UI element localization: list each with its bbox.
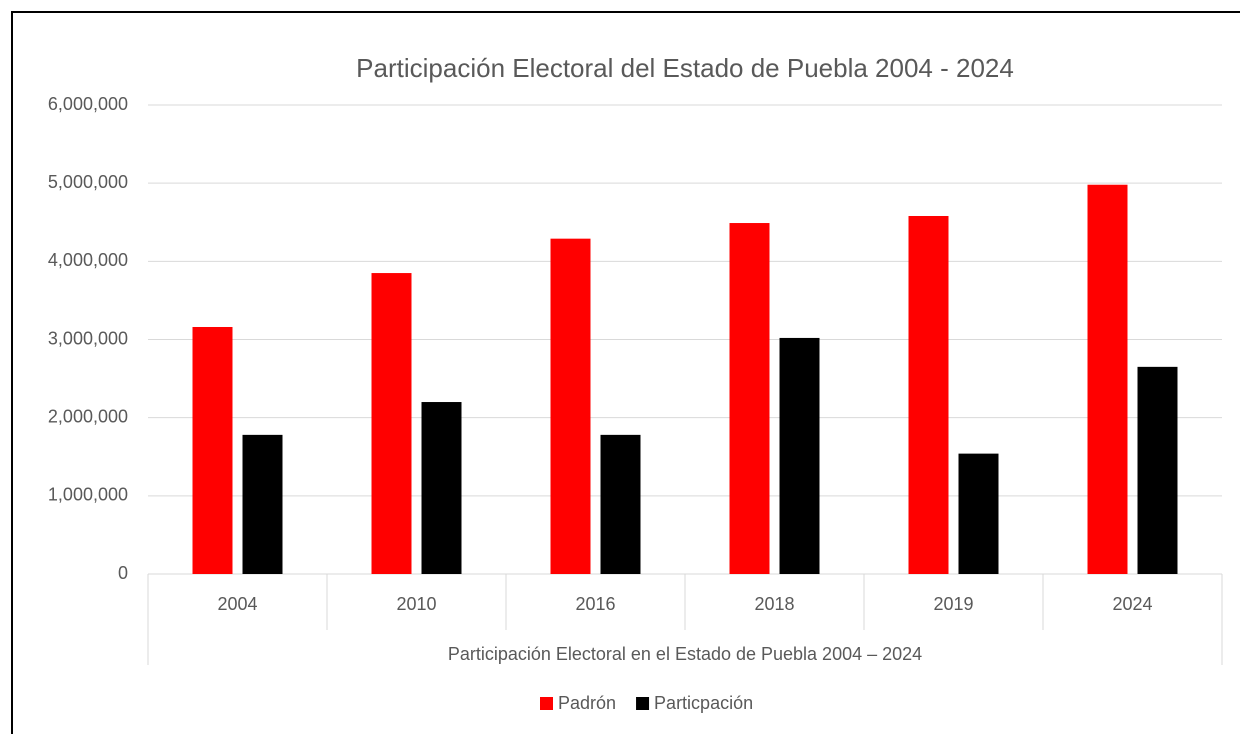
x-tick-label: 2019: [933, 594, 973, 614]
y-tick-label: 3,000,000: [48, 328, 128, 348]
x-group-label: Participación Electoral en el Estado de …: [448, 644, 922, 664]
x-tick-label: 2004: [217, 594, 257, 614]
legend-label: Particpación: [654, 693, 753, 713]
bar: [242, 434, 283, 574]
bar: [421, 402, 462, 574]
bar: [371, 273, 412, 574]
y-tick-label: 2,000,000: [48, 406, 128, 426]
bar: [1087, 184, 1128, 575]
y-tick-label: 0: [118, 563, 128, 583]
y-tick-label: 4,000,000: [48, 250, 128, 270]
x-tick-label: 2018: [754, 594, 794, 614]
x-tick-label: 2010: [396, 594, 436, 614]
x-tick-label: 2016: [575, 594, 615, 614]
legend-swatch: [636, 697, 650, 710]
legend-swatch: [540, 697, 553, 710]
bar: [958, 453, 999, 574]
bar: [192, 326, 233, 574]
bar: [550, 238, 591, 575]
y-tick-label: 6,000,000: [48, 94, 128, 114]
bar: [600, 434, 641, 574]
bar: [729, 223, 770, 574]
x-tick-label: 2024: [1112, 594, 1152, 614]
bar: [779, 337, 820, 574]
bar: [1137, 366, 1178, 574]
y-tick-label: 1,000,000: [48, 485, 128, 505]
y-tick-label: 5,000,000: [48, 172, 128, 192]
bar: [908, 215, 949, 574]
legend-label: Padrón: [558, 693, 616, 713]
chart-title: Participación Electoral del Estado de Pu…: [356, 53, 1014, 83]
